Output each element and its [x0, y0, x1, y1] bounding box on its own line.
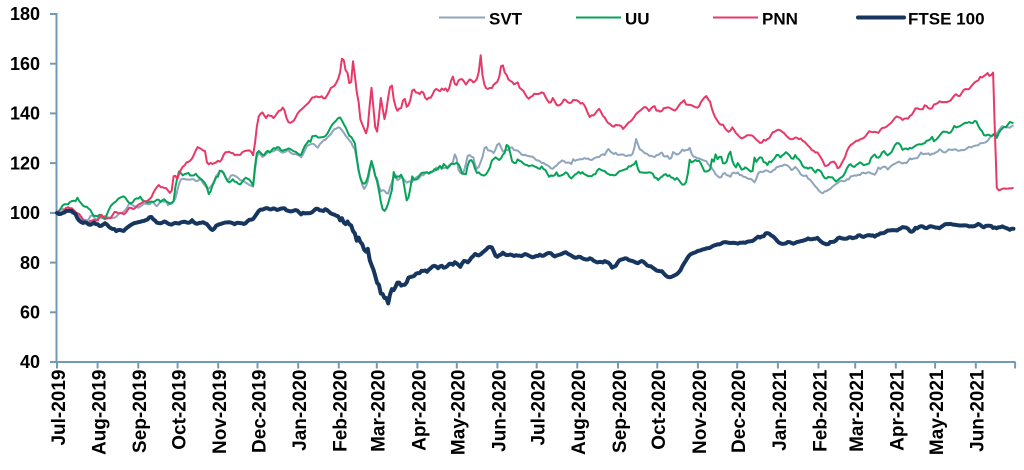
svg-text:60: 60 [20, 303, 40, 323]
svg-text:Feb-2021: Feb-2021 [810, 369, 831, 452]
svg-text:Jan-2020: Jan-2020 [290, 370, 311, 451]
svg-text:Aug-2019: Aug-2019 [90, 370, 111, 456]
svg-text:Apr-2020: Apr-2020 [409, 370, 430, 451]
svg-text:Apr-2021: Apr-2021 [888, 369, 909, 451]
svg-text:May-2021: May-2021 [927, 369, 948, 455]
svg-text:Jan-2021: Jan-2021 [770, 369, 791, 451]
svg-text:Jul-2020: Jul-2020 [529, 370, 550, 446]
svg-text:PNN: PNN [762, 9, 798, 28]
svg-text:160: 160 [10, 54, 40, 74]
svg-text:Jun-2020: Jun-2020 [489, 370, 510, 452]
svg-text:Oct-2019: Oct-2019 [170, 370, 191, 450]
svg-text:40: 40 [20, 352, 40, 372]
svg-text:Jul-2019: Jul-2019 [49, 370, 70, 446]
svg-text:Dec-2020: Dec-2020 [729, 370, 750, 453]
svg-text:Nov-2019: Nov-2019 [210, 370, 231, 455]
svg-text:Sep-2019: Sep-2019 [130, 370, 151, 453]
svg-text:Nov-2020: Nov-2020 [690, 370, 711, 455]
svg-text:Mar-2020: Mar-2020 [369, 370, 390, 452]
svg-text:Aug-2020: Aug-2020 [569, 370, 590, 456]
svg-text:Jun-2021: Jun-2021 [968, 369, 989, 452]
svg-text:Sep-2020: Sep-2020 [610, 370, 631, 453]
svg-text:100: 100 [10, 203, 40, 223]
svg-text:120: 120 [10, 153, 40, 173]
svg-text:Oct-2020: Oct-2020 [649, 370, 670, 450]
svg-text:140: 140 [10, 104, 40, 124]
svg-text:Feb-2020: Feb-2020 [331, 370, 352, 452]
svg-text:Dec-2019: Dec-2019 [249, 370, 270, 453]
svg-text:UU: UU [625, 9, 650, 28]
svg-text:FTSE 100: FTSE 100 [908, 9, 985, 28]
svg-text:May-2020: May-2020 [449, 370, 470, 456]
svg-text:SVT: SVT [489, 9, 523, 28]
svg-text:80: 80 [20, 253, 40, 273]
svg-text:180: 180 [10, 4, 40, 24]
svg-text:Mar-2021: Mar-2021 [847, 369, 868, 452]
